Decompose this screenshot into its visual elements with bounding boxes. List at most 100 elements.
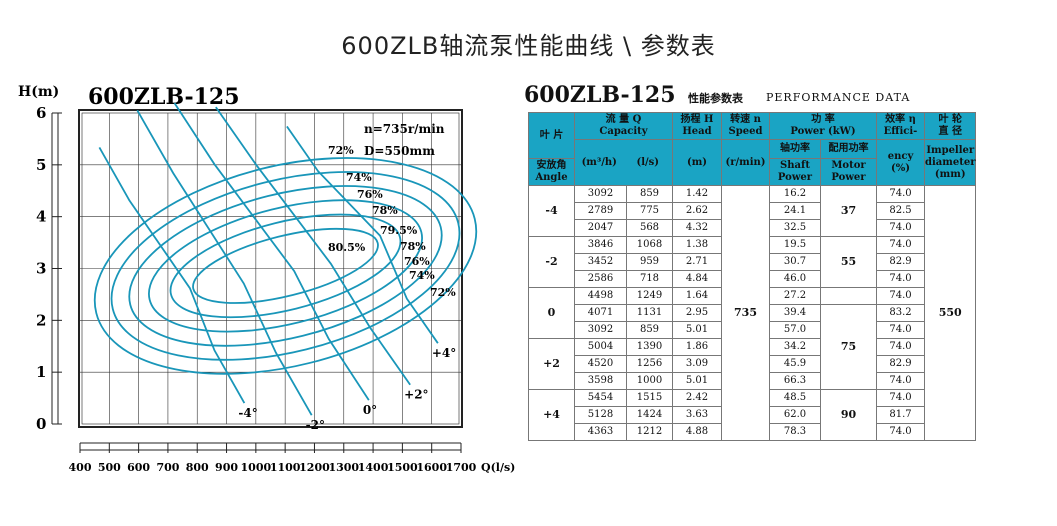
efficiency-cell: 74.0 bbox=[876, 389, 925, 407]
table-row: 3092 859 5.01 57.0 74.0 bbox=[529, 321, 976, 339]
motor-power-cell: 55 bbox=[820, 236, 877, 288]
head-cell: 1.64 bbox=[672, 287, 722, 305]
x-tick-label: 1500 bbox=[387, 461, 418, 474]
table-row: 2047 568 4.32 32.5 74.0 bbox=[529, 219, 976, 237]
head-cell: 5.01 bbox=[672, 321, 722, 339]
table-row: +2 5004 1390 1.86 34.2 74.0 bbox=[528, 338, 976, 390]
plot-frame bbox=[78, 109, 463, 428]
table-row: -2 3846 1068 1.38 19.5 55 74.0 bbox=[528, 236, 976, 288]
diameter-annotation: D=550mm bbox=[364, 144, 435, 158]
angle-curve bbox=[98, 147, 246, 404]
flow-m3h-cell: 4520 bbox=[574, 355, 627, 373]
shaft-power-cell: 57.0 bbox=[769, 321, 821, 339]
efficiency-cell: 83.2 bbox=[876, 304, 925, 322]
flow-ls-cell: 959 bbox=[626, 253, 673, 271]
flow-m3h-cell: 5128 bbox=[574, 406, 627, 424]
y-tick-label: 3 bbox=[36, 260, 46, 278]
shaft-power-header-en: Shaft Power bbox=[769, 158, 821, 186]
flow-units: (m³/h) (l/s) bbox=[574, 139, 673, 186]
shaft-power-cell: 34.2 bbox=[769, 338, 821, 356]
shaft-power-cell: 48.5 bbox=[769, 389, 821, 407]
flow-ls-cell: 1256 bbox=[626, 355, 673, 373]
flow-m3h-cell: 3092 bbox=[574, 321, 627, 339]
efficiency-cell: 74.0 bbox=[876, 287, 925, 305]
y-tick-label: 1 bbox=[36, 363, 46, 381]
table-header-row: 叶 片 流 量 Q Capacity 扬程 H Head 转速 n Speed 功 率… bbox=[528, 112, 977, 159]
flow-m3h-cell: 2047 bbox=[574, 219, 627, 237]
efficiency-cell: 74.0 bbox=[876, 321, 925, 339]
efficiency-cell: 82.5 bbox=[876, 202, 925, 220]
shaft-power-cell: 30.7 bbox=[769, 253, 821, 271]
x-tick-label: 900 bbox=[215, 461, 238, 474]
angle-header-cn: 叶 片 bbox=[528, 112, 575, 159]
motor-power-cell: 75 bbox=[820, 304, 877, 390]
shaft-power-header-cn: 轴功率 bbox=[769, 139, 821, 159]
efficiency-unit: ency (%) bbox=[876, 139, 925, 186]
table-row: 2586 718 4.84 46.0 74.0 bbox=[529, 270, 976, 288]
angle-cell: +2 bbox=[528, 338, 575, 390]
flow-ls-cell: 1424 bbox=[626, 406, 673, 424]
head-cell: 3.63 bbox=[672, 406, 722, 424]
x-tick-label: 1200 bbox=[299, 461, 330, 474]
shaft-power-cell: 78.3 bbox=[769, 423, 821, 441]
shaft-power-cell: 39.4 bbox=[769, 304, 821, 322]
flow-m3h-cell: 5004 bbox=[574, 338, 627, 356]
head-header: 扬程 H Head bbox=[672, 112, 722, 140]
x-tick-label: 400 bbox=[69, 461, 92, 474]
efficiency-label: 76% bbox=[357, 188, 383, 201]
speed-header: 转速 n Speed bbox=[721, 112, 770, 140]
flow-m3h-cell: 3452 bbox=[574, 253, 627, 271]
efficiency-label: 79.5% bbox=[380, 224, 418, 237]
head-cell: 3.09 bbox=[672, 355, 722, 373]
performance-curve-chart: 0 1 2 3 4 5 6 H(m) 400 500 600 700 800 900 10001100120… bbox=[18, 84, 515, 474]
x-tick-label: 1700 bbox=[446, 461, 477, 474]
efficiency-contour bbox=[169, 213, 402, 319]
flow-m3h-cell: 4498 bbox=[574, 287, 627, 305]
x-tick-label: 600 bbox=[127, 461, 150, 474]
head-cell: 2.42 bbox=[672, 389, 722, 407]
flow-m3h-cell: 4363 bbox=[574, 423, 627, 441]
motor-power-header-en: Motor Power bbox=[820, 158, 877, 186]
motor-power-cell: 90 bbox=[820, 389, 877, 441]
y-tick-label: 2 bbox=[36, 311, 46, 329]
shaft-power-cell: 46.0 bbox=[769, 270, 821, 288]
table-row: 2789 775 2.62 24.1 82.5 bbox=[529, 202, 976, 220]
table-row: -4 3092 859 1.42 735 16.2 37 74.0 550 bbox=[528, 185, 977, 441]
y-tick-label: 0 bbox=[36, 415, 46, 433]
angle-curve bbox=[136, 109, 313, 416]
speed-cell: 735 bbox=[721, 185, 770, 441]
efficiency-label: 72% bbox=[328, 144, 354, 157]
flow-ls-cell: 1249 bbox=[626, 287, 673, 305]
head-unit: (m) bbox=[672, 139, 722, 186]
efficiency-header: 效率 η Effici- bbox=[876, 112, 925, 140]
flow-m3h-cell: 4071 bbox=[574, 304, 627, 322]
impeller-header: 叶 轮直 径 bbox=[923, 112, 977, 140]
flow-header-cn: 流 量 Q Capacity bbox=[574, 112, 673, 140]
efficiency-label: 78% bbox=[372, 204, 398, 217]
efficiency-label: 74% bbox=[409, 269, 435, 282]
efficiency-label: 76% bbox=[404, 255, 430, 268]
efficiency-cell: 74.0 bbox=[876, 270, 925, 288]
x-tick-label: 500 bbox=[98, 461, 121, 474]
angle-cell: -4 bbox=[528, 185, 575, 237]
motor-power-cell bbox=[820, 287, 877, 305]
flow-ls-cell: 775 bbox=[626, 202, 673, 220]
head-cell: 4.88 bbox=[672, 423, 722, 441]
x-axis-label: Q(l/s) bbox=[481, 461, 515, 474]
head-cell: 2.71 bbox=[672, 253, 722, 271]
y-axis-label: H(m) bbox=[18, 84, 59, 100]
shaft-power-cell: 19.5 bbox=[769, 236, 821, 254]
table-row: +4 5454 1515 2.42 48.5 90 74.0 bbox=[528, 389, 976, 441]
x-tick-label: 1300 bbox=[328, 461, 359, 474]
speed-unit: (r/min) bbox=[721, 139, 770, 186]
y-tick-label: 6 bbox=[36, 104, 46, 122]
x-tick-label: 1100 bbox=[270, 461, 301, 474]
table-header-row-3: 安放角 Angle Shaft Power Motor Power bbox=[528, 158, 976, 186]
shaft-power-cell: 32.5 bbox=[769, 219, 821, 237]
table-row: 5128 1424 3.63 62.0 81.7 bbox=[529, 406, 976, 424]
x-tick-label: 1000 bbox=[241, 461, 272, 474]
head-cell: 1.42 bbox=[672, 185, 722, 203]
shaft-power-cell: 66.3 bbox=[769, 372, 821, 390]
efficiency-cell: 74.0 bbox=[876, 219, 925, 237]
shaft-power-cell: 62.0 bbox=[769, 406, 821, 424]
